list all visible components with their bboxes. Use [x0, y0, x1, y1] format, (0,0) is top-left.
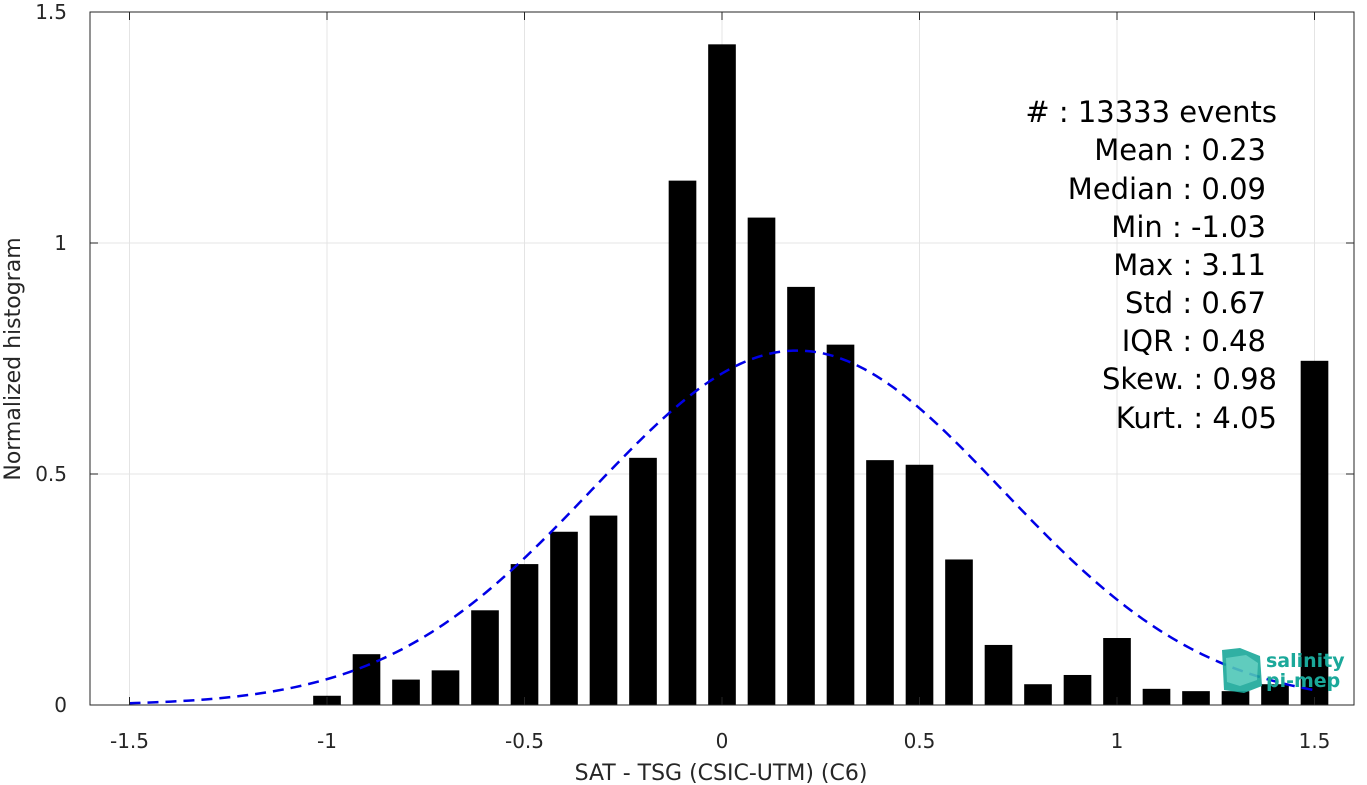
- stat-max: Max : 3.11: [1113, 248, 1266, 282]
- histogram-bar: [1103, 638, 1131, 705]
- plot-axes: [89, 11, 1355, 706]
- logo-text-pimep: pi-mep: [1266, 670, 1340, 692]
- stat-iqr: IQR : 0.48: [1122, 324, 1266, 358]
- x-tick-label: -1.5: [110, 729, 149, 753]
- stat-mean: Mean : 0.23: [1094, 133, 1266, 167]
- histogram-bar: [1142, 688, 1171, 705]
- salinity-pimep-logo: salinity pi-mep: [1222, 648, 1345, 693]
- histogram-bar: [510, 564, 539, 705]
- y-tick-label: 0.5: [35, 462, 67, 486]
- logo-text-salinity: salinity: [1266, 650, 1345, 672]
- histogram-bar: [1182, 691, 1210, 705]
- x-tick-label: 0: [716, 729, 729, 753]
- gaussian-fit-curve: [129, 349, 1315, 705]
- histogram-bar: [866, 460, 894, 705]
- histogram-bar: [471, 610, 499, 705]
- x-tick-label: 1.5: [1299, 729, 1331, 753]
- y-axis-label: Normalized histogram: [1, 237, 26, 480]
- histogram-bar: [787, 286, 815, 705]
- x-tick-label: 1: [1111, 729, 1124, 753]
- stat-kurtosis: Kurt. : 4.05: [1116, 401, 1277, 435]
- histogram-bar: [352, 654, 381, 705]
- histogram-bar: [392, 679, 420, 705]
- histogram-bar: [550, 531, 578, 705]
- x-axis-label: SAT - TSG (CSIC-UTM) (C6): [575, 761, 868, 785]
- histogram-bar: [1063, 674, 1092, 705]
- histogram-bar: [826, 344, 855, 705]
- x-tick-labels: -1.5 -1 -0.5 0 0.5 1 1.5: [110, 729, 1330, 753]
- y-tick-label: 0: [54, 693, 67, 717]
- histogram-bar: [629, 457, 657, 705]
- histogram-bar: [589, 515, 618, 705]
- stat-std: Std : 0.67: [1125, 286, 1266, 320]
- x-tick-label: -0.5: [505, 729, 544, 753]
- stat-skewness: Skew. : 0.98: [1102, 362, 1277, 396]
- histogram-bar: [1300, 360, 1329, 705]
- histogram-bar: [905, 464, 934, 705]
- histogram-bar: [1221, 691, 1250, 705]
- histogram-bar: [747, 217, 776, 705]
- x-tick-label: 0.5: [904, 729, 936, 753]
- stat-events: # : 13333 events: [1025, 95, 1277, 129]
- stat-min: Min : -1.03: [1111, 210, 1266, 244]
- x-tick-label: -1: [317, 729, 337, 753]
- histogram-bar: [1261, 684, 1289, 705]
- histogram-bar: [945, 559, 973, 705]
- y-tick-label: 1.5: [35, 0, 67, 24]
- histogram-bar: [984, 644, 1013, 705]
- statistics-annotation: # : 13333 events Mean : 0.23 Median : 0.…: [1025, 95, 1277, 435]
- histogram-bar: [668, 180, 697, 705]
- histogram-bar: [431, 670, 460, 705]
- y-tick-label: 1: [54, 231, 67, 255]
- logo-map-icon: [1222, 648, 1262, 693]
- histogram-bar: [1024, 684, 1052, 705]
- stat-median: Median : 0.09: [1068, 172, 1266, 206]
- y-tick-labels: 0 0.5 1 1.5: [35, 0, 67, 717]
